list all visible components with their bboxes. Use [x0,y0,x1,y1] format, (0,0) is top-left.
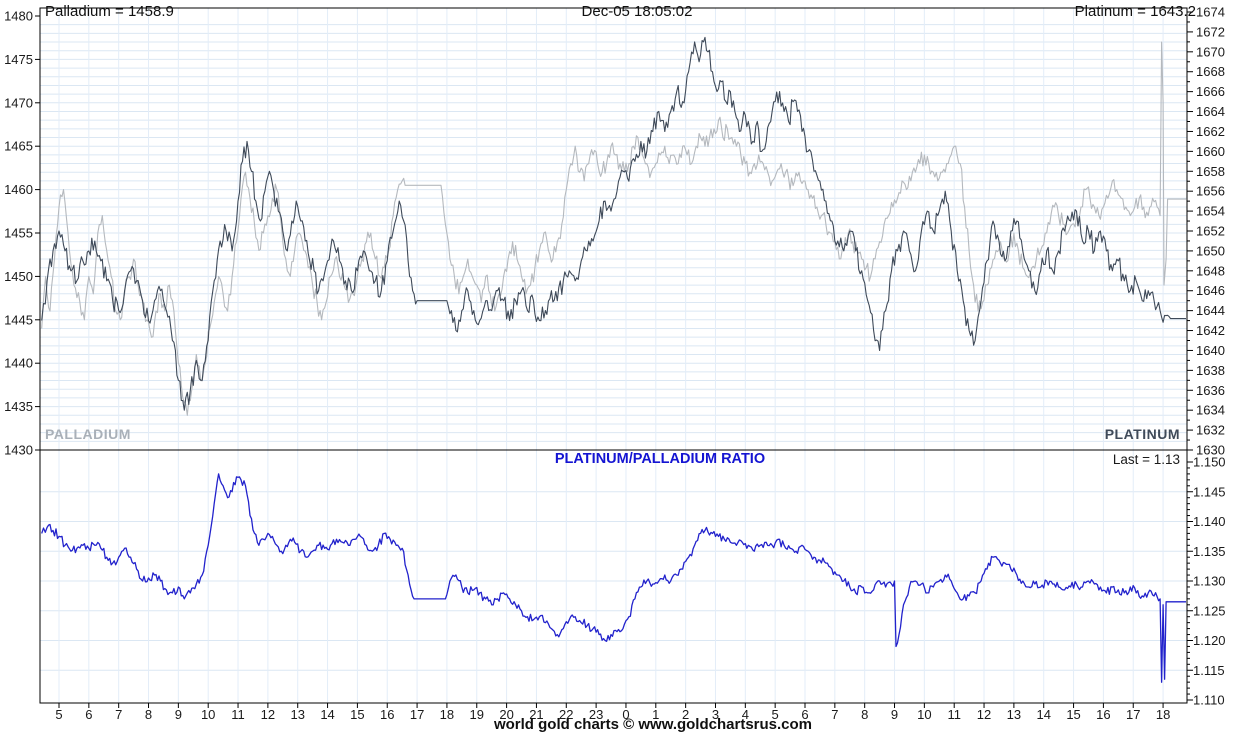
x-axis-label: 12 [261,707,275,722]
x-axis-label: 5 [55,707,62,722]
right-axis-label: 1640 [1196,343,1225,358]
palladium-line [41,41,1186,416]
right-axis-label: 1666 [1196,84,1225,99]
x-axis-label: 15 [350,707,364,722]
right-axis-label: 1650 [1196,243,1225,258]
ratio-line [41,473,1186,683]
right-axis-label: 1630 [1196,443,1225,458]
x-axis-label: 16 [1096,707,1110,722]
ratio-axis-label: 1.125 [1193,603,1226,618]
right-axis-label: 1638 [1196,363,1225,378]
x-axis-label: 21 [529,707,543,722]
ratio-axis-label: 1.115 [1193,663,1225,678]
ratio-axis-label: 1.135 [1193,544,1226,559]
x-axis-label: 10 [917,707,931,722]
left-axis-label: 1435 [4,399,33,414]
platinum-line [41,36,1186,411]
x-axis-label: 23 [589,707,603,722]
x-axis-label: 5 [772,707,779,722]
left-axis-label: 1430 [4,443,33,458]
x-axis-label: 12 [977,707,991,722]
right-axis-label: 1642 [1196,323,1225,338]
x-axis-label: 8 [861,707,868,722]
x-axis-label: 9 [175,707,182,722]
x-axis-label: 16 [380,707,394,722]
left-axis-label: 1460 [4,182,33,197]
x-axis-label: 13 [290,707,304,722]
x-axis-label: 7 [115,707,122,722]
x-axis-label: 2 [682,707,689,722]
x-axis-label: 11 [231,707,245,722]
x-axis-label: 6 [801,707,808,722]
right-axis-label: 1664 [1196,104,1225,119]
ratio-axis-label: 1.110 [1193,693,1225,708]
x-axis-label: 17 [410,707,424,722]
x-axis-label: 17 [1126,707,1140,722]
x-axis-label: 14 [1036,707,1050,722]
x-axis-label: 8 [145,707,152,722]
right-axis-label: 1670 [1196,44,1225,59]
x-axis-label: 10 [201,707,215,722]
right-axis-label: 1648 [1196,263,1225,278]
x-axis-label: 18 [1156,707,1170,722]
right-axis-label: 1646 [1196,283,1225,298]
left-axis-label: 1465 [4,139,33,154]
top-chart-border [39,7,1188,451]
ratio-axis-label: 1.120 [1193,633,1226,648]
x-axis-label: 1 [652,707,659,722]
x-axis-label: 9 [891,707,898,722]
x-axis-label: 20 [499,707,513,722]
x-axis-label: 15 [1066,707,1080,722]
x-axis-label: 18 [440,707,454,722]
x-axis-label: 3 [712,707,719,722]
right-axis-label: 1660 [1196,144,1225,159]
right-axis-label: 1656 [1196,184,1225,199]
right-axis-label: 1672 [1196,24,1225,39]
bottom-chart-border [39,449,1188,704]
right-axis-label: 1662 [1196,124,1225,139]
right-axis-label: 1644 [1196,303,1225,318]
x-axis-label: 22 [559,707,573,722]
right-axis-label: 1654 [1196,204,1225,219]
right-axis-label: 1652 [1196,224,1225,239]
x-axis-label: 7 [831,707,838,722]
left-axis-label: 1450 [4,269,33,284]
right-axis-label: 1668 [1196,64,1225,79]
x-axis-label: 4 [742,707,749,722]
x-axis-label: 14 [320,707,334,722]
right-axis-label: 1674 [1196,5,1225,20]
right-axis-label: 1632 [1196,423,1225,438]
x-axis-label: 19 [470,707,484,722]
left-axis-label: 1455 [4,226,33,241]
right-axis-label: 1636 [1196,383,1225,398]
left-axis-label: 1445 [4,312,33,327]
x-axis-label: 13 [1007,707,1021,722]
ratio-axis-label: 1.150 [1193,455,1226,470]
x-axis-label: 6 [85,707,92,722]
x-axis-label: 0 [622,707,629,722]
left-axis-label: 1440 [4,356,33,371]
left-axis-label: 1480 [4,9,33,24]
ratio-axis-label: 1.140 [1193,514,1226,529]
ratio-axis-label: 1.130 [1193,574,1226,589]
ratio-axis-label: 1.145 [1193,484,1226,499]
right-axis-label: 1634 [1196,403,1225,418]
left-axis-label: 1470 [4,95,33,110]
x-axis-label: 11 [947,707,961,722]
right-axis-label: 1658 [1196,164,1225,179]
left-axis-label: 1475 [4,52,33,67]
